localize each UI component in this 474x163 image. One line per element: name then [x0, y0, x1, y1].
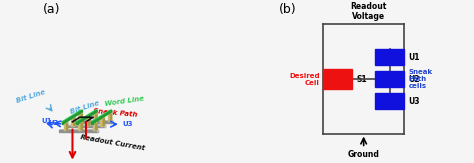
Polygon shape — [91, 110, 112, 122]
Polygon shape — [79, 112, 82, 113]
Polygon shape — [86, 117, 90, 118]
Polygon shape — [71, 117, 75, 118]
Polygon shape — [96, 121, 97, 130]
Text: Word Line: Word Line — [104, 96, 145, 107]
Text: (a): (a) — [43, 3, 60, 16]
Polygon shape — [91, 122, 93, 124]
Text: Sneak
Path
cells: Sneak Path cells — [409, 69, 433, 89]
Text: U1: U1 — [409, 52, 420, 62]
Polygon shape — [64, 122, 66, 130]
Polygon shape — [81, 121, 82, 130]
Polygon shape — [100, 118, 103, 126]
Text: U2: U2 — [409, 74, 420, 84]
Bar — [375, 49, 404, 65]
Polygon shape — [66, 121, 68, 130]
Text: U2: U2 — [49, 120, 59, 126]
Polygon shape — [62, 110, 82, 122]
Polygon shape — [93, 122, 96, 130]
Polygon shape — [98, 130, 99, 132]
Polygon shape — [74, 117, 75, 126]
Polygon shape — [79, 122, 81, 130]
Text: U3: U3 — [409, 96, 420, 106]
Polygon shape — [64, 121, 68, 122]
Polygon shape — [78, 110, 97, 124]
Polygon shape — [67, 125, 106, 126]
Text: (b): (b) — [279, 3, 297, 16]
Polygon shape — [71, 118, 74, 126]
Polygon shape — [74, 121, 112, 123]
Polygon shape — [105, 125, 106, 127]
Text: U1: U1 — [42, 119, 52, 124]
Polygon shape — [59, 130, 98, 132]
Polygon shape — [79, 113, 81, 121]
Polygon shape — [76, 122, 78, 124]
Polygon shape — [62, 122, 64, 124]
Text: Readout Current: Readout Current — [80, 134, 146, 151]
Polygon shape — [89, 117, 90, 126]
Polygon shape — [110, 112, 112, 121]
Text: S1: S1 — [356, 74, 367, 84]
Polygon shape — [86, 118, 89, 126]
Polygon shape — [93, 112, 97, 113]
Bar — [323, 69, 352, 89]
Bar — [375, 93, 404, 109]
Polygon shape — [64, 110, 82, 124]
Polygon shape — [79, 121, 82, 122]
Polygon shape — [93, 110, 112, 124]
Polygon shape — [96, 112, 97, 121]
Text: Ground: Ground — [348, 150, 380, 159]
Polygon shape — [100, 117, 104, 118]
Polygon shape — [67, 126, 105, 127]
Text: Desired
Cell: Desired Cell — [289, 73, 319, 86]
Text: Readout
Voltage: Readout Voltage — [350, 2, 387, 21]
Polygon shape — [76, 110, 97, 122]
Polygon shape — [81, 112, 82, 121]
Polygon shape — [93, 121, 97, 122]
Text: Bit Line: Bit Line — [69, 100, 100, 115]
Text: U3: U3 — [122, 121, 133, 127]
Bar — [375, 71, 404, 87]
Text: Sneak Path: Sneak Path — [92, 108, 137, 118]
Polygon shape — [112, 121, 113, 123]
Polygon shape — [108, 112, 112, 113]
Text: Bit Line: Bit Line — [16, 89, 46, 104]
Polygon shape — [93, 113, 96, 121]
Polygon shape — [103, 117, 104, 126]
Polygon shape — [108, 113, 110, 121]
